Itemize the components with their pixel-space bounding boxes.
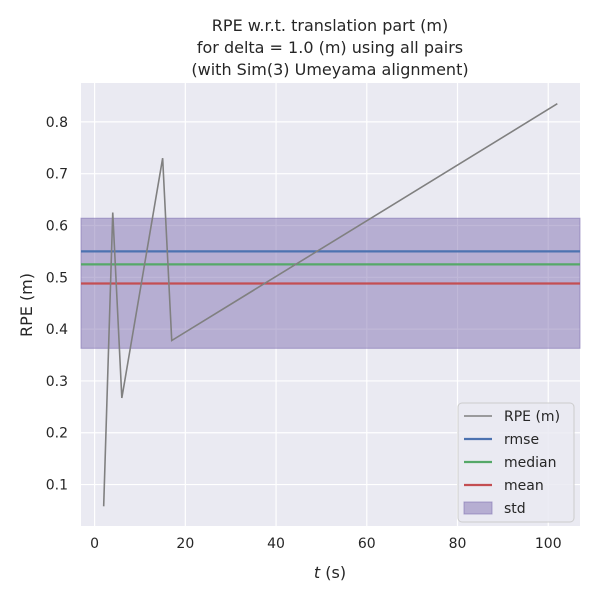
legend-label: median — [504, 455, 556, 471]
x-axis-label-italic: t — [314, 563, 321, 582]
x-axis-label-rest: (s) — [320, 563, 346, 582]
y-tick-label: 0.1 — [46, 478, 68, 494]
statistic-lines — [81, 250, 580, 285]
x-tick-label: 60 — [358, 536, 376, 552]
y-tick-label: 0.3 — [46, 374, 68, 390]
y-tick-label: 0.5 — [46, 270, 68, 286]
legend-label: std — [504, 501, 526, 517]
rpe-series-line — [102, 103, 558, 507]
x-tick-label: 20 — [176, 536, 194, 552]
y-axis-label: RPE (m) — [17, 273, 36, 337]
x-tick-label: 100 — [535, 536, 562, 552]
legend-box — [457, 402, 575, 523]
legend-label: mean — [504, 478, 544, 494]
x-axis-label: t (s) — [314, 563, 346, 582]
legend-swatch-std — [463, 501, 493, 515]
chart-title-line-2: for delta = 1.0 (m) using all pairs — [197, 38, 463, 57]
y-tick-label: 0.4 — [46, 322, 68, 338]
series-lines — [102, 103, 558, 507]
x-tick-label: 80 — [449, 536, 467, 552]
legend: RPE (m) rmse median mean std — [457, 402, 575, 523]
legend-label: RPE (m) — [504, 409, 560, 425]
y-tick-label: 0.8 — [46, 115, 68, 131]
legend-label: rmse — [504, 432, 539, 448]
x-tick-label: 40 — [267, 536, 285, 552]
x-tick-label: 0 — [90, 536, 99, 552]
y-tick-label: 0.2 — [46, 426, 68, 442]
y-tick-labels: 0.1 0.2 0.3 0.4 0.5 0.6 0.7 0.8 — [46, 115, 68, 494]
x-tick-labels: 0 20 40 60 80 100 — [90, 536, 561, 552]
y-tick-label: 0.6 — [46, 218, 68, 234]
y-tick-label: 0.7 — [46, 167, 68, 183]
chart-title-line-1: RPE w.r.t. translation part (m) — [212, 16, 448, 35]
chart-title-line-3: (with Sim(3) Umeyama alignment) — [191, 60, 468, 79]
